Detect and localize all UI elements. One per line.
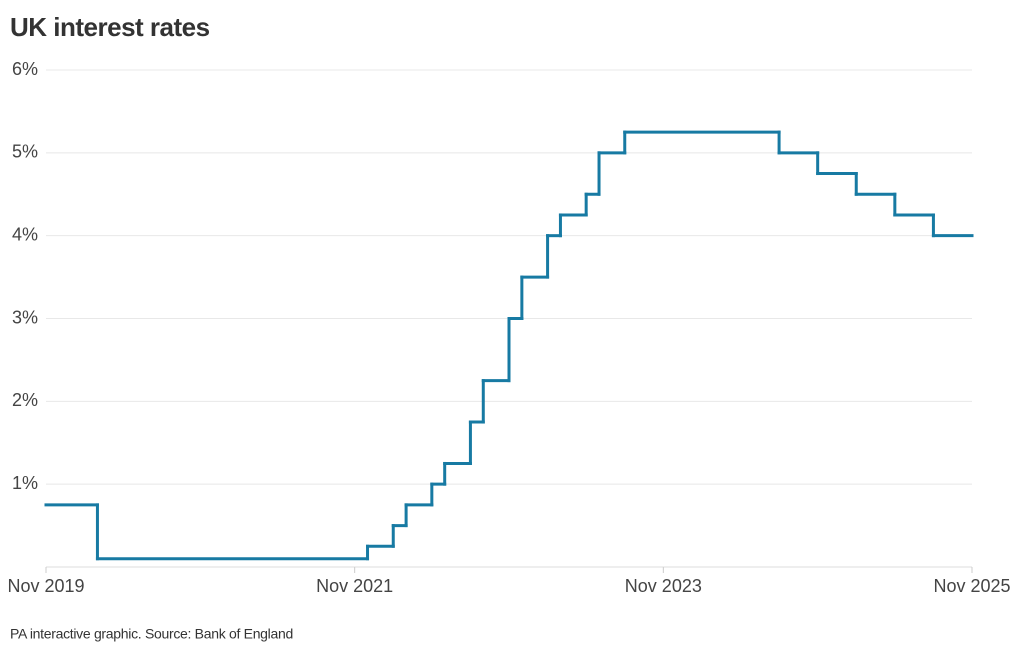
y-tick-label: 2% bbox=[12, 390, 38, 410]
x-tick-label: Nov 2023 bbox=[625, 576, 702, 596]
x-tick-label: Nov 2021 bbox=[316, 576, 393, 596]
x-tick-label: Nov 2025 bbox=[933, 576, 1010, 596]
y-tick-label: 6% bbox=[12, 59, 38, 79]
source-note: PA interactive graphic. Source: Bank of … bbox=[10, 626, 293, 642]
chart-title: UK interest rates bbox=[10, 12, 210, 42]
y-tick-label: 4% bbox=[12, 224, 38, 244]
y-tick-label: 1% bbox=[12, 473, 38, 493]
y-tick-label: 3% bbox=[12, 307, 38, 327]
y-tick-label: 5% bbox=[12, 142, 38, 162]
x-tick-label: Nov 2019 bbox=[7, 576, 84, 596]
